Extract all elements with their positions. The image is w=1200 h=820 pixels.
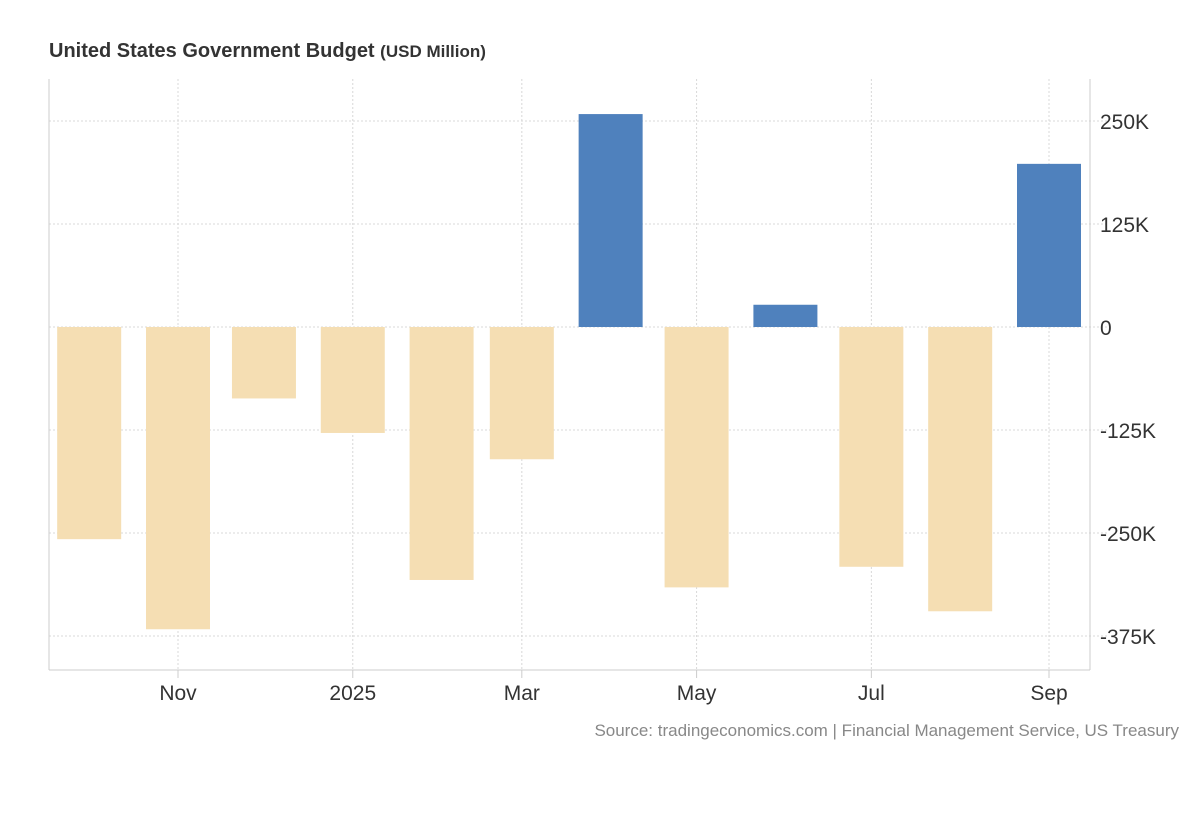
bar-2025-08 xyxy=(928,327,993,612)
title-unit: (USD Million) xyxy=(380,42,486,61)
x-tick-label: Sep xyxy=(1030,682,1067,705)
chart-title: United States Government Budget (USD Mil… xyxy=(49,40,486,63)
bar-2025-02 xyxy=(409,327,474,580)
bar-2025-09 xyxy=(1017,163,1081,327)
title-text: United States Government Budget xyxy=(49,40,375,62)
bar-2024-12 xyxy=(231,327,296,399)
bar-2025-01 xyxy=(320,327,385,433)
y-tick-label: -125K xyxy=(1100,420,1156,443)
x-tick-label: Mar xyxy=(504,682,540,705)
bar-2025-05 xyxy=(664,327,729,588)
y-tick-label: 250K xyxy=(1100,111,1149,134)
y-tick-label: 125K xyxy=(1100,214,1149,237)
x-tick-label: May xyxy=(677,682,717,705)
y-tick-label: 0 xyxy=(1100,317,1112,340)
axes: 250K 125K 0 -125K -250K -375K Nov 2025 Mar May Jul… xyxy=(48,79,1156,705)
y-tick-label: -250K xyxy=(1100,523,1156,546)
bar-2025-03 xyxy=(489,327,554,460)
y-tick-label: -375K xyxy=(1100,626,1156,649)
bar-2025-07 xyxy=(839,327,904,567)
x-tick-label: Jul xyxy=(858,682,885,705)
bar-2024-10 xyxy=(57,327,122,540)
bars xyxy=(57,114,1081,630)
x-tick-label: Nov xyxy=(159,682,197,705)
bar-2025-04 xyxy=(578,114,643,327)
source-note: Source: tradingeconomics.com | Financial… xyxy=(594,721,1179,740)
x-tick-label: 2025 xyxy=(329,682,376,705)
bar-2025-06 xyxy=(753,304,818,327)
bar-2024-11 xyxy=(146,327,210,630)
